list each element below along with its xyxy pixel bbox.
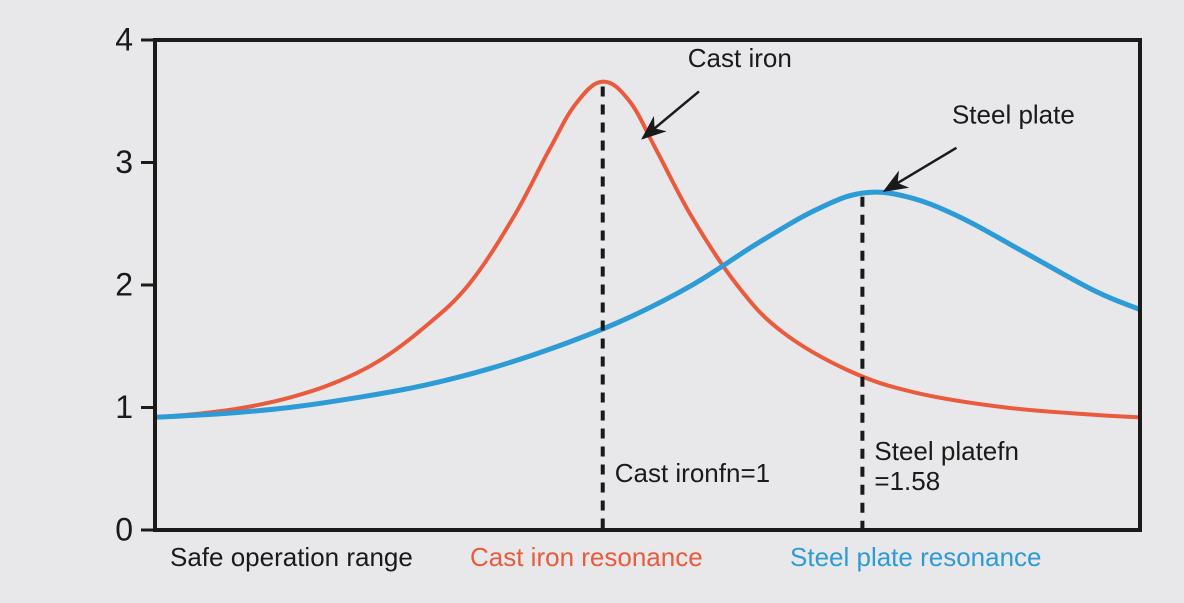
chart-stage: 0 1 2 3 4 Cast ironfn=1 Steel platefn=1.58 Cast…	[0, 0, 1184, 603]
ytick-label: 4	[115, 21, 133, 57]
resonance-chart: 0 1 2 3 4 Cast ironfn=1 Steel platefn=1.58 Cast…	[0, 0, 1184, 603]
ytick-label: 3	[115, 144, 133, 180]
annotation-cast-iron: Cast iron	[688, 43, 792, 73]
ytick-label: 0	[115, 511, 133, 547]
ytick-label: 1	[115, 389, 133, 425]
annotation-steel-plate: Steel plate	[952, 99, 1075, 129]
chart-bg	[0, 0, 1184, 603]
x-label-0: Safe operation range	[170, 542, 413, 572]
x-label-2: Steel plate resonance	[790, 542, 1042, 572]
x-label-1: Cast iron resonance	[470, 542, 703, 572]
ytick-label: 2	[115, 266, 133, 302]
dropline-label-cast-iron: Cast ironfn=1	[615, 458, 770, 488]
dropline-label-steel-plate-l1: Steel platefn	[874, 436, 1019, 466]
dropline-label-steel-plate-l2: =1.58	[874, 466, 940, 496]
